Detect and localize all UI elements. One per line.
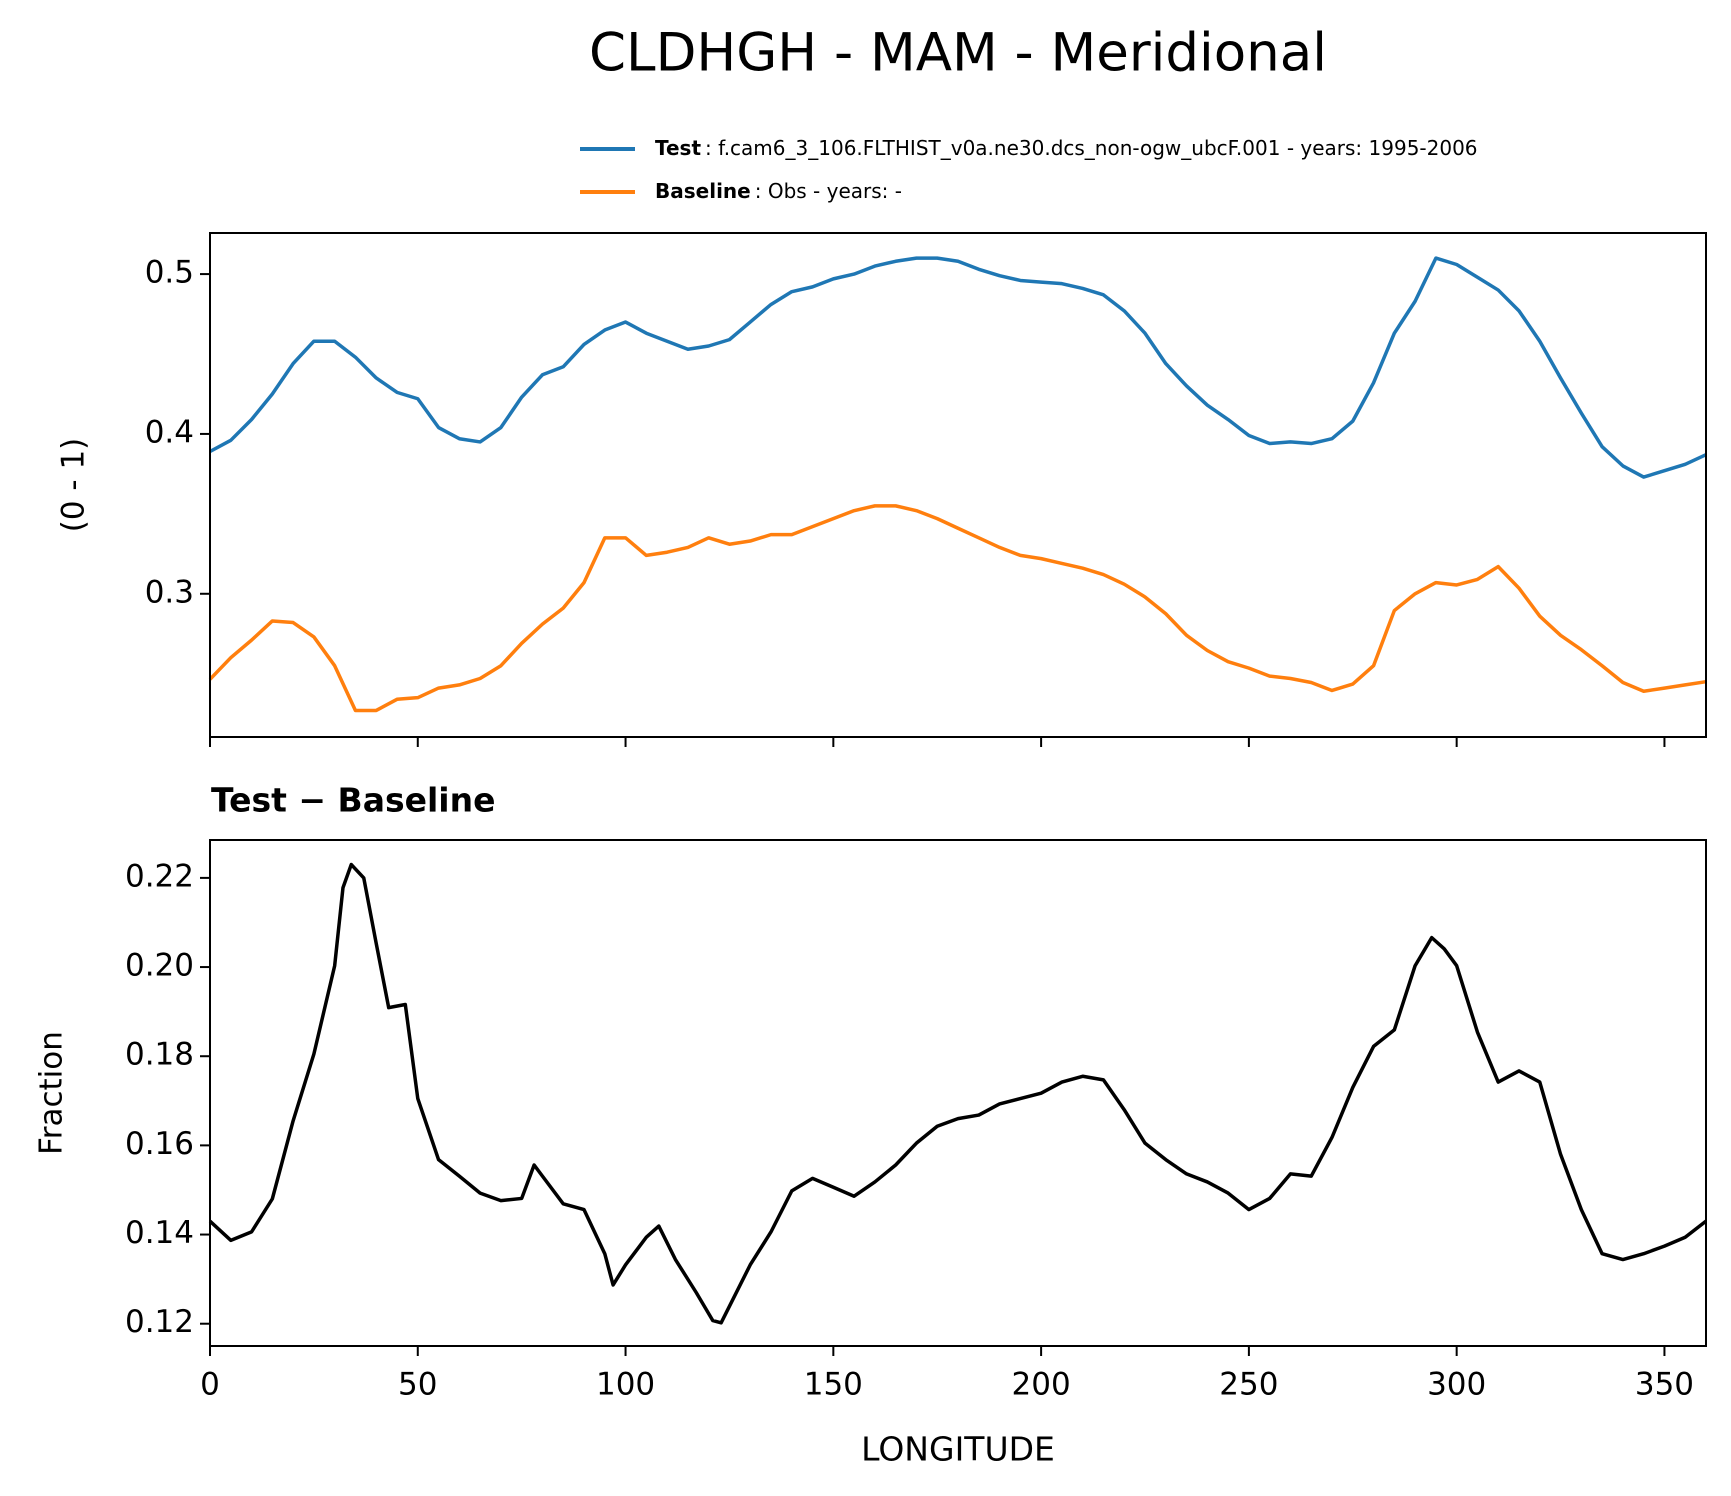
legend-name: Test — [655, 136, 701, 160]
y-axis-label: (0 - 1) — [56, 438, 92, 533]
y-tick-label: 0.18 — [125, 1037, 194, 1073]
plot-frame — [209, 839, 1707, 1347]
x-tick-label: 50 — [398, 1367, 437, 1403]
legend-description: : f.cam6_3_106.FLTHIST_v0a.ne30.dcs_non-… — [705, 136, 1478, 160]
x-tick-label: 350 — [1635, 1367, 1694, 1403]
x-tick-label: 300 — [1427, 1367, 1486, 1403]
x-tick-label: 0 — [200, 1367, 220, 1403]
chart-title: CLDHGH - MAM - Meridional — [589, 23, 1327, 84]
x-tick-label: 150 — [804, 1367, 863, 1403]
y-tick-label: 0.12 — [125, 1304, 194, 1340]
y-tick-label: 0.3 — [145, 574, 194, 610]
legend-entry: Test: f.cam6_3_106.FLTHIST_v0a.ne30.dcs_… — [655, 136, 1478, 160]
y-tick-label: 0.20 — [125, 948, 194, 984]
y-tick-label: 0.4 — [145, 414, 194, 450]
x-tick-label: 200 — [1012, 1367, 1071, 1403]
x-tick-label: 100 — [596, 1367, 655, 1403]
legend-entry: Baseline: Obs - years: - — [655, 179, 902, 203]
data-line — [209, 256, 1707, 479]
x-axis-label: LONGITUDE — [861, 1430, 1055, 1469]
subtitle: Test − Baseline — [211, 781, 496, 820]
y-tick-label: 0.5 — [145, 255, 194, 291]
x-tick-label: 250 — [1219, 1367, 1278, 1403]
y-axis-label: Fraction — [34, 1031, 70, 1155]
legend-name: Baseline — [655, 179, 751, 203]
data-line — [208, 504, 1707, 713]
y-tick-label: 0.16 — [125, 1126, 194, 1162]
plot-frame — [209, 232, 1707, 738]
y-tick-label: 0.22 — [125, 858, 194, 894]
legend-description: : Obs - years: - — [755, 179, 902, 203]
data-line — [208, 862, 1708, 1325]
y-tick-label: 0.14 — [125, 1215, 194, 1251]
